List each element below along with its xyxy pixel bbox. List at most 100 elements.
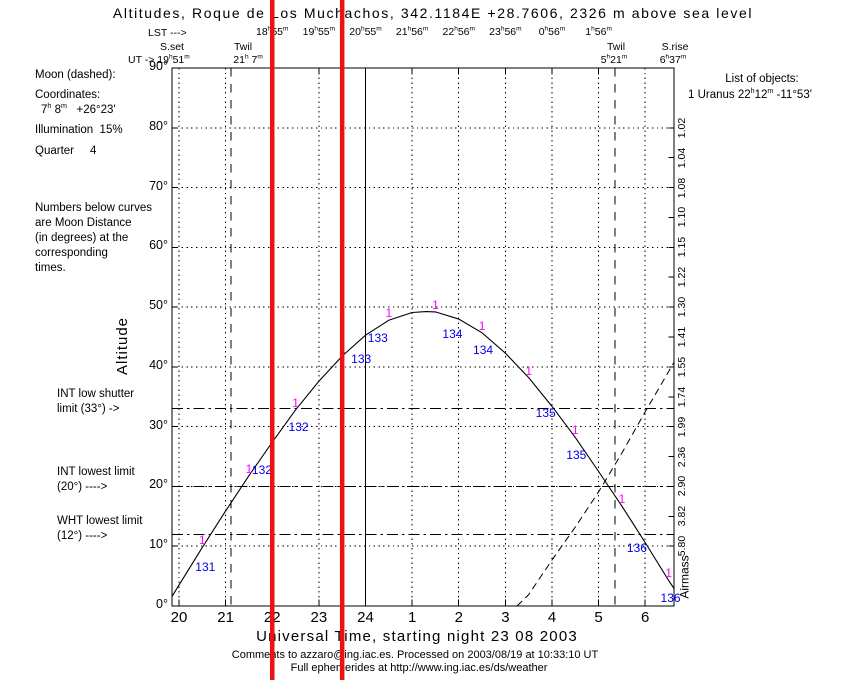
lst-tick-label: 0h56m xyxy=(538,25,566,38)
object-marker-tick: 1 xyxy=(245,461,253,476)
evening-twilight-label: Twil xyxy=(233,41,253,53)
altitude-tick-label: 80° xyxy=(149,118,168,133)
airmass-value: 1.15 xyxy=(676,237,689,258)
airmass-value: 1.10 xyxy=(676,207,689,228)
x-hour-label: 1 xyxy=(407,609,417,626)
y-axis-title: Altitude xyxy=(113,316,131,376)
airmass-value: 1.30 xyxy=(676,296,689,318)
x-axis-title: Universal Time, starting night 23 08 200… xyxy=(256,628,578,645)
wht-lowest-limit-label: WHT lowest limit xyxy=(57,515,143,527)
x-hour-label: 22 xyxy=(263,609,281,626)
x-hour-label: 5 xyxy=(594,609,603,626)
coordinates-value: 7h 8m +26°23' xyxy=(41,102,116,116)
note-line: corresponding xyxy=(35,247,108,259)
altitude-tick-label: 90° xyxy=(149,59,168,73)
moon-distance-label: 136 xyxy=(626,541,647,556)
object-list-heading: List of objects: xyxy=(725,73,799,85)
airmass-value: 2.36 xyxy=(676,446,689,467)
moon-distance-label: 132 xyxy=(288,419,309,434)
lst-tick-label: 20h55m xyxy=(349,25,382,38)
object-marker-tick: 1 xyxy=(198,533,206,548)
x-hour-label: 2 xyxy=(454,609,463,626)
sunrise-time: 6h37m xyxy=(659,53,687,66)
moon-distance-label: 133 xyxy=(351,352,372,367)
sunset-time: UT -> 19h51m xyxy=(128,53,190,66)
footer-ephemerides: Full ephemerides at http://www.ing.iac.e… xyxy=(290,662,548,674)
lst-tick-label: 19h55m xyxy=(302,25,336,38)
x-hour-label: 23 xyxy=(310,609,328,626)
moon-distance-label: 133 xyxy=(367,331,388,346)
wht-lowest-limit-label2: (12°) ----> xyxy=(57,530,108,542)
altitude-tick-label: 20° xyxy=(149,477,168,492)
airmass-value: 1.41 xyxy=(676,326,689,348)
x-hour-label: 24 xyxy=(357,609,374,626)
page-title: Altitudes, Roque de Los Muchachos, 342.1… xyxy=(112,5,754,21)
footer-comments: Comments to azzaro@ing.iac.es. Processed… xyxy=(231,649,599,661)
altitude-tick-label: 70° xyxy=(149,178,168,193)
object-marker-tick: 1 xyxy=(571,423,579,438)
moon-distance-label: 135 xyxy=(535,405,556,420)
morning-twilight-label: Twil xyxy=(606,41,626,53)
sunset-label: S.set xyxy=(160,41,184,53)
moon-distance-label: 135 xyxy=(566,448,587,463)
int-shutter-limit-label2: limit (33°) -> xyxy=(57,403,120,415)
moon-distance-label: 132 xyxy=(251,462,272,477)
airmass-value: 1.02 xyxy=(676,117,689,138)
moon-distance-label: 134 xyxy=(473,342,494,357)
moon-legend: Moon (dashed): xyxy=(35,69,116,81)
note-line: (in degrees) at the xyxy=(35,232,129,244)
note-line: times. xyxy=(35,262,66,274)
altitude-tick-label: 30° xyxy=(149,417,168,432)
lst-tick-label: 22h56m xyxy=(442,25,475,38)
airmass-value: 5.80 xyxy=(676,536,689,557)
object-marker-tick: 1 xyxy=(478,318,486,333)
moon-distance-label: 131 xyxy=(195,560,216,575)
airmass-value: 1.99 xyxy=(676,416,689,437)
evening-twilight-time: 21h 7m xyxy=(233,53,263,66)
x-hour-label: 6 xyxy=(641,609,650,626)
moon-distance-label: 136 xyxy=(660,591,681,606)
airmass-value: 1.08 xyxy=(676,177,689,198)
airmass-value: 1.04 xyxy=(676,147,689,168)
moon-distance-label: 134 xyxy=(442,326,463,341)
lst-tick-label: 1h56m xyxy=(585,25,612,38)
quarter-value: Quarter 4 xyxy=(35,145,97,157)
airmass-value: 1.74 xyxy=(676,386,689,407)
airmass-value: 2.90 xyxy=(676,476,689,497)
object-marker-tick: 1 xyxy=(385,306,393,321)
object-marker-tick: 1 xyxy=(525,363,533,378)
object-marker-tick: 1 xyxy=(338,342,346,357)
object-marker-tick: 1 xyxy=(618,492,626,507)
int-shutter-limit-label: INT low shutter xyxy=(57,388,135,400)
illumination-value: Illumination 15% xyxy=(35,124,123,136)
coordinates-heading: Coordinates: xyxy=(35,89,101,101)
morning-twilight-time: 5h21m xyxy=(600,53,628,66)
x-hour-label: 21 xyxy=(217,609,234,626)
x-hour-label: 4 xyxy=(547,609,557,626)
altitude-tick-label: 10° xyxy=(149,537,168,552)
airmass-value: 3.82 xyxy=(676,506,689,527)
object-marker-tick: 1 xyxy=(432,297,439,312)
int-lowest-limit-label2: (20°) ----> xyxy=(57,481,108,493)
object-marker-tick: 1 xyxy=(292,395,299,410)
note-line: Numbers below curves xyxy=(35,202,152,214)
lst-tick-label: 18h55m xyxy=(256,25,289,38)
altitude-tick-label: 0° xyxy=(156,597,168,611)
airmass-value: 1.55 xyxy=(676,356,689,378)
altitude-tick-label: 40° xyxy=(149,357,168,372)
x-hour-label: 3 xyxy=(501,609,510,626)
x-hour-label: 20 xyxy=(170,609,188,626)
object-list-entry: 1 Uranus 22h12m -11°53' xyxy=(688,87,812,101)
object-marker-tick: 1 xyxy=(665,566,672,581)
sunrise-label: S.rise xyxy=(661,41,689,53)
lst-tick-label: 23h56m xyxy=(489,25,522,38)
altitude-tick-label: 50° xyxy=(149,298,168,313)
int-lowest-limit-label: INT lowest limit xyxy=(57,466,135,478)
note-line: are Moon Distance xyxy=(35,217,132,229)
altitude-tick-label: 60° xyxy=(149,238,168,253)
lst-prefix-label: LST ---> xyxy=(148,27,187,39)
airmass-value: 1.22 xyxy=(676,267,689,288)
lst-tick-label: 21h56m xyxy=(395,25,429,38)
